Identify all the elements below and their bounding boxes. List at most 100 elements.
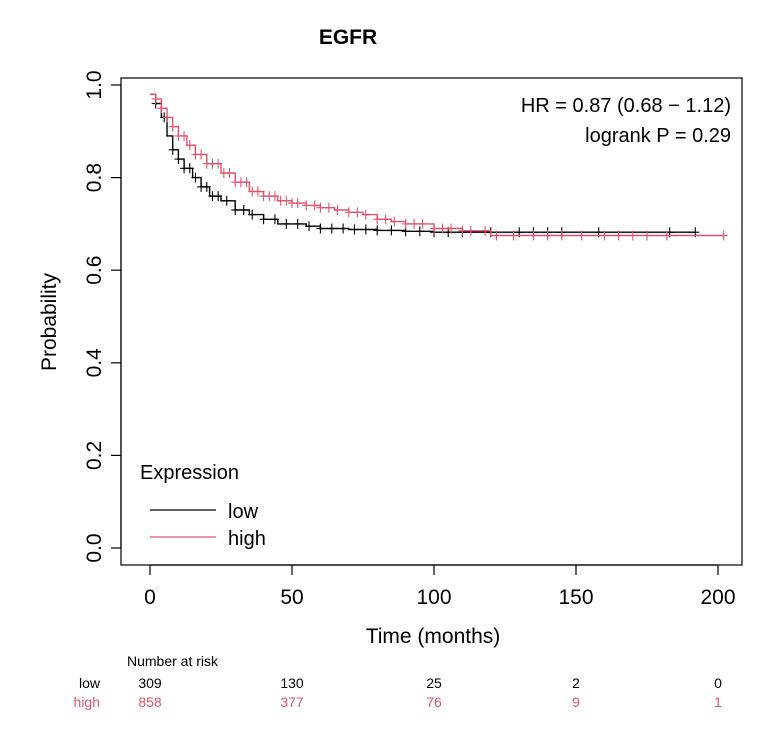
censor-mark-high xyxy=(344,207,353,218)
censor-mark-high xyxy=(662,230,671,241)
censor-mark-low xyxy=(293,218,302,229)
y-axis: 0.0 0.2 0.4 0.6 0.8 1.0 xyxy=(83,70,122,563)
x-tick-label: 100 xyxy=(416,586,451,609)
chart-title: EGFR xyxy=(319,26,377,49)
risk-value-high: 377 xyxy=(280,694,304,710)
x-tick-label: 0 xyxy=(144,586,156,609)
censor-mark-high xyxy=(438,223,447,234)
risk-value-low: 25 xyxy=(426,675,442,691)
censor-mark-high xyxy=(157,103,166,114)
censor-mark-high xyxy=(614,230,623,241)
censor-mark-high xyxy=(180,130,189,141)
censor-mark-low xyxy=(248,209,257,220)
censor-mark-low xyxy=(168,144,177,155)
y-axis-label: Probability xyxy=(38,272,61,371)
censor-mark-low xyxy=(373,225,382,236)
censor-mark-high xyxy=(401,218,410,229)
plot-frame xyxy=(120,77,743,566)
risk-value-high: 1 xyxy=(714,694,722,710)
y-tick-label: 1.0 xyxy=(83,70,106,99)
censor-mark-high xyxy=(270,191,279,202)
risk-rows: low 309 130 25 2 0 high 858 377 76 9 1 xyxy=(74,675,723,710)
censor-mark-low xyxy=(239,205,248,216)
censor-mark-low xyxy=(174,154,183,165)
censor-mark-low xyxy=(316,223,325,234)
censor-mark-high xyxy=(543,230,552,241)
risk-value-high: 76 xyxy=(426,694,442,710)
censor-mark-low xyxy=(387,225,396,236)
censor-mark-high xyxy=(466,225,475,236)
censor-mark-high xyxy=(353,207,362,218)
censor-mark-low xyxy=(231,205,240,216)
y-tick-label: 0.2 xyxy=(83,441,106,470)
legend-title: Expression xyxy=(140,462,239,484)
censor-mark-low xyxy=(350,224,359,235)
censor-mark-high xyxy=(577,230,586,241)
censor-mark-high xyxy=(643,230,651,241)
legend-label-low: low xyxy=(228,501,259,523)
censor-mark-high xyxy=(492,230,501,241)
risk-value-low: 0 xyxy=(714,675,722,691)
censor-mark-high xyxy=(410,218,419,229)
censor-mark-high xyxy=(197,149,206,160)
censor-mark-low xyxy=(214,191,223,202)
legend: Expression low high xyxy=(140,462,266,550)
censor-mark-high xyxy=(430,223,438,234)
censor-mark-high xyxy=(361,209,370,220)
risk-value-high: 858 xyxy=(138,694,162,710)
risk-row-label-high: high xyxy=(74,694,100,710)
censor-mark-low xyxy=(185,163,194,174)
x-tick-label: 50 xyxy=(280,586,303,609)
censor-mark-high xyxy=(242,177,251,188)
censor-mark-high xyxy=(185,140,194,151)
y-tick-label: 0.8 xyxy=(83,163,106,192)
censor-mark-high xyxy=(557,230,566,241)
censor-mark-low xyxy=(270,214,279,225)
risk-value-low: 2 xyxy=(572,675,580,691)
censor-mark-low xyxy=(191,172,200,183)
legend-label-high: high xyxy=(228,528,266,550)
censor-mark-high xyxy=(316,202,325,213)
y-tick-label: 0.0 xyxy=(83,533,106,562)
x-axis-label: Time (months) xyxy=(366,625,501,648)
censor-mark-high xyxy=(293,198,302,209)
censor-mark-high xyxy=(282,195,291,206)
censor-mark-low xyxy=(259,214,268,225)
censor-mark-high xyxy=(390,216,399,227)
censor-mark-high xyxy=(168,121,177,132)
censor-mark-high xyxy=(529,230,538,241)
x-tick-label: 150 xyxy=(558,586,593,609)
censor-mark-high xyxy=(628,230,637,241)
censor-mark-low xyxy=(222,195,231,206)
censor-mark-low xyxy=(202,181,211,192)
x-tick-label: 200 xyxy=(700,586,735,609)
x-axis: 0 50 100 150 200 xyxy=(144,564,736,609)
censor-mark-low xyxy=(361,224,370,235)
y-tick-label: 0.6 xyxy=(83,256,106,285)
censor-mark-high xyxy=(151,93,160,104)
survival-curves xyxy=(150,93,728,241)
censor-mark-high xyxy=(253,186,262,197)
risk-value-high: 9 xyxy=(572,694,580,710)
censor-mark-high xyxy=(225,167,234,178)
censor-mark-high xyxy=(163,112,172,123)
risk-value-low: 309 xyxy=(138,675,162,691)
censor-mark-high xyxy=(333,205,342,216)
risk-table-title: Number at risk xyxy=(127,653,219,669)
risk-row-label-low: low xyxy=(79,675,101,691)
risk-table: Number at risk low 309 130 25 2 0 high 858 377 76… xyxy=(74,653,723,710)
censor-mark-high xyxy=(458,225,467,236)
censor-mark-low xyxy=(415,226,424,237)
hr-annotation: HR = 0.87 (0.68 − 1.12) xyxy=(521,95,731,117)
censor-mark-high xyxy=(447,223,456,234)
censor-mark-high xyxy=(481,225,490,236)
censor-mark-high xyxy=(381,214,390,225)
censor-mark-high xyxy=(719,230,728,241)
censor-mark-high xyxy=(302,200,311,211)
censor-mark-low xyxy=(282,218,291,229)
censor-mark-low xyxy=(305,221,314,232)
censor-mark-high xyxy=(418,218,427,229)
censor-mark-high xyxy=(509,230,518,241)
risk-value-low: 130 xyxy=(280,675,304,691)
